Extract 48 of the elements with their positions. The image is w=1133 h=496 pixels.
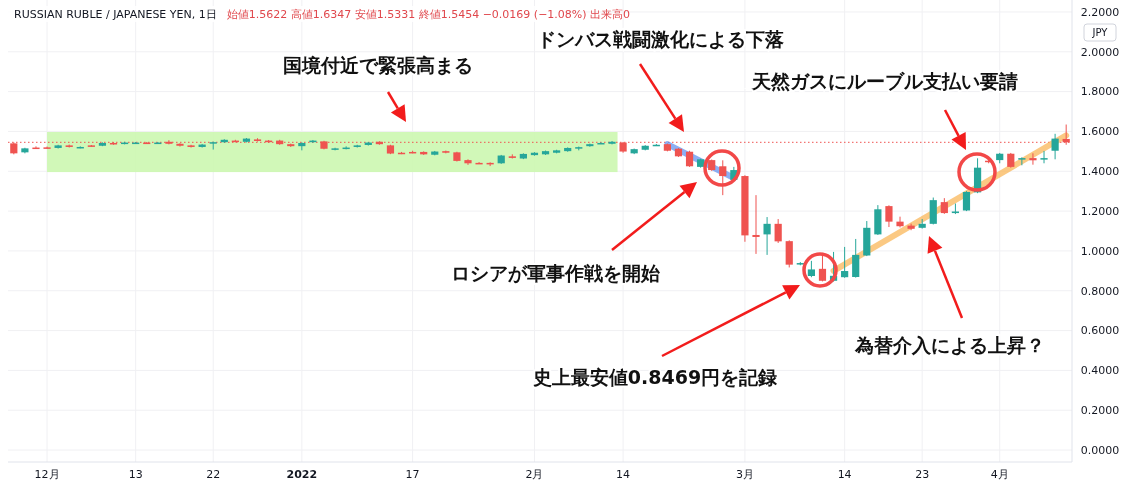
candlestick [962, 190, 971, 212]
y-axis-title: JPY [1091, 27, 1109, 38]
x-tick-label: 14 [837, 468, 852, 481]
annotation: ロシアが軍事作戦を開始 [450, 262, 661, 284]
y-tick-label: 0.0000 [1080, 443, 1120, 457]
candlestick [1018, 156, 1026, 166]
text: 始値1.5622 高値1.6347 安値1.5331 終値1.5454 −0.0169 (−1.08%) 出来高0 [226, 8, 631, 21]
x-tick-label: 3月 [735, 468, 754, 481]
annotation: 為替介入による上昇？ [854, 334, 1045, 356]
y-tick-label: 0.6000 [1080, 324, 1120, 338]
y-tick-label: 0.8000 [1080, 284, 1120, 298]
candlestick [1029, 152, 1037, 166]
y-tick-label: 1.8000 [1080, 85, 1120, 99]
y-tick-label: 2.2000 [1080, 5, 1120, 19]
candlestick [929, 197, 937, 225]
y-tick-label: 0.2000 [1080, 404, 1120, 418]
candlestick [464, 158, 472, 166]
x-tick-label: 2月 [525, 468, 544, 481]
y-tick-label: 0.4000 [1080, 364, 1120, 378]
y-tick-label: 1.0000 [1080, 244, 1120, 258]
candlestick [774, 218, 782, 244]
y-tick-label: 1.4000 [1080, 165, 1120, 179]
x-tick-label: 23 [915, 468, 930, 481]
candlestick [841, 246, 849, 279]
candlestick [752, 194, 760, 255]
annotation: 史上最安値0.8469円を記録 [532, 366, 778, 388]
candlestick [763, 216, 771, 256]
annotation: ドンバス戦闘激化による下落 [536, 28, 784, 50]
text: RUSSIAN RUBLE / JAPANESE YEN, 1日 [14, 8, 217, 21]
x-tick-label: 12月 [34, 468, 60, 481]
x-tick-label: 22 [206, 468, 221, 481]
x-tick-label: 14 [616, 468, 631, 481]
x-tick-label: 13 [128, 468, 143, 481]
candlestick [896, 216, 904, 228]
y-tick-label: 1.2000 [1080, 204, 1120, 218]
y-tick-label: 2.0000 [1080, 45, 1120, 59]
candlestick [1040, 150, 1048, 164]
candlestick [719, 159, 727, 196]
candlestick [885, 204, 893, 228]
candlestick [1051, 133, 1059, 160]
x-tick-label: 4月 [990, 468, 1009, 481]
x-tick-label: 17 [405, 468, 420, 481]
candlestick [852, 238, 860, 279]
candlestick [785, 239, 793, 268]
annotation: 天然ガスにルーブル支払い要請 [751, 70, 1018, 92]
y-tick-label: 1.6000 [1080, 125, 1120, 139]
annotation: 国境付近で緊張高まる [283, 54, 473, 76]
x-tick-label: 2022 [286, 468, 318, 481]
